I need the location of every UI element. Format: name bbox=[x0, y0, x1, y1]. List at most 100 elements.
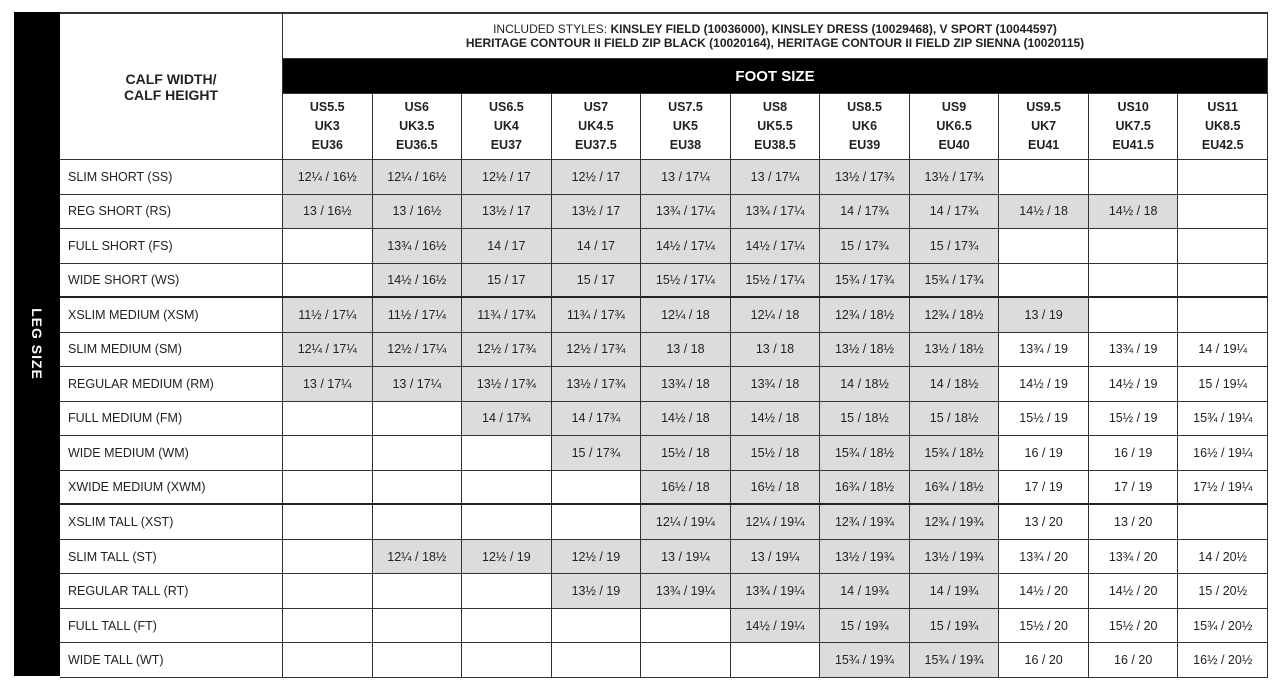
size-cell bbox=[1178, 298, 1268, 333]
column-header: US6 UK3.5 EU36.5 bbox=[372, 94, 463, 160]
size-cell: 12¼ / 18 bbox=[730, 298, 821, 333]
size-cell: 13½ / 19¾ bbox=[820, 539, 910, 575]
corner-line: CALF WIDTH/ bbox=[125, 70, 217, 87]
size-cell: 15½ / 20 bbox=[1088, 608, 1179, 644]
size-cell bbox=[372, 470, 463, 506]
size-cell: 13½ / 17¾ bbox=[551, 367, 642, 402]
size-cell bbox=[999, 263, 1089, 299]
size-cell: 13 / 17¼ bbox=[372, 367, 463, 402]
styles-line: HERITAGE CONTOUR II FIELD ZIP BLACK (100… bbox=[465, 36, 1085, 50]
size-cell: 14 / 19¼ bbox=[1178, 332, 1268, 368]
size-cell: 13¾ / 19¼ bbox=[641, 574, 731, 609]
size-cell: 13½ / 17¾ bbox=[462, 367, 552, 402]
size-cell: 13½ / 17 bbox=[462, 194, 552, 230]
size-cell bbox=[730, 643, 821, 678]
size-cell: 13 / 20 bbox=[1088, 505, 1179, 540]
size-cell bbox=[372, 505, 463, 540]
size-cell: 14 / 19¾ bbox=[909, 574, 1000, 609]
size-label: UK3.5 bbox=[399, 119, 435, 133]
size-cell: 13½ / 18½ bbox=[909, 332, 1000, 368]
size-cell: 12¼ / 19¼ bbox=[730, 505, 821, 540]
size-cell: 16¾ / 18½ bbox=[909, 470, 1000, 506]
size-cell bbox=[1088, 229, 1179, 264]
size-cell: 14½ / 18 bbox=[641, 401, 731, 437]
size-cell: 15¾ / 17¾ bbox=[909, 263, 1000, 299]
size-cell: 14 / 18½ bbox=[820, 367, 910, 402]
size-cell: 14½ / 18 bbox=[1088, 194, 1179, 230]
size-label: UK6.5 bbox=[936, 119, 972, 133]
size-cell: 13¾ / 19 bbox=[999, 332, 1089, 368]
size-label: UK7.5 bbox=[1115, 119, 1151, 133]
size-label: US7 bbox=[583, 100, 609, 114]
row-label: REGULAR TALL (RT) bbox=[60, 574, 283, 609]
size-cell: 14 / 17 bbox=[551, 229, 642, 264]
row-label: XSLIM TALL (XST) bbox=[60, 505, 283, 540]
size-cell bbox=[551, 470, 642, 506]
size-label: EU37.5 bbox=[575, 138, 617, 152]
size-cell: 13 / 19¼ bbox=[730, 539, 821, 575]
column-header: US6.5 UK4 EU37 bbox=[462, 94, 552, 160]
size-cell: 12¾ / 18½ bbox=[820, 298, 910, 333]
size-cell: 15 / 17¾ bbox=[909, 229, 1000, 264]
size-cell: 15 / 18½ bbox=[820, 401, 910, 437]
size-cell bbox=[551, 608, 642, 644]
row-label: FULL TALL (FT) bbox=[60, 608, 283, 644]
size-cell: 15½ / 17¼ bbox=[730, 263, 821, 299]
size-cell: 12½ / 17¼ bbox=[372, 332, 463, 368]
size-cell: 13½ / 17 bbox=[551, 194, 642, 230]
size-cell bbox=[283, 574, 373, 609]
column-header: US5.5 UK3 EU36 bbox=[283, 94, 373, 160]
size-cell: 14½ / 18 bbox=[730, 401, 821, 437]
size-cell: 15½ / 20 bbox=[999, 608, 1089, 644]
size-cell: 13¾ / 16½ bbox=[372, 229, 463, 264]
size-cell: 14 / 17 bbox=[462, 229, 552, 264]
size-cell: 15¾ / 19¾ bbox=[820, 643, 910, 678]
styles-label: INCLUDED STYLES: bbox=[493, 22, 608, 36]
size-cell: 12½ / 17¾ bbox=[551, 332, 642, 368]
size-cell: 15¾ / 20½ bbox=[1178, 608, 1268, 644]
corner-header: CALF WIDTH/CALF HEIGHT bbox=[60, 14, 283, 160]
row-label: FULL MEDIUM (FM) bbox=[60, 401, 283, 437]
size-cell: 12½ / 17 bbox=[462, 160, 552, 195]
size-cell: 15 / 19¾ bbox=[820, 608, 910, 644]
size-cell: 15 / 20½ bbox=[1178, 574, 1268, 609]
size-cell: 15 / 19¼ bbox=[1178, 367, 1268, 402]
row-label: WIDE SHORT (WS) bbox=[60, 263, 283, 299]
size-label: UK7 bbox=[1031, 119, 1057, 133]
size-label: UK8.5 bbox=[1205, 119, 1241, 133]
size-label: UK5.5 bbox=[757, 119, 793, 133]
size-cell: 11½ / 17¼ bbox=[372, 298, 463, 333]
size-cell: 12½ / 17¾ bbox=[462, 332, 552, 368]
side-bar: LEG SIZE bbox=[14, 12, 60, 676]
size-cell bbox=[1178, 505, 1268, 540]
size-label: EU41.5 bbox=[1112, 138, 1155, 152]
size-cell: 14½ / 19 bbox=[1088, 367, 1179, 402]
size-cell: 12¼ / 18½ bbox=[372, 539, 463, 575]
column-header: US7.5 UK5 EU38 bbox=[641, 94, 731, 160]
size-cell: 13 / 18 bbox=[641, 332, 731, 368]
size-cell: 13 / 19¼ bbox=[641, 539, 731, 575]
size-cell: 14 / 17¾ bbox=[820, 194, 910, 230]
size-label: US10 bbox=[1117, 100, 1149, 114]
size-label: EU42.5 bbox=[1201, 138, 1244, 152]
size-cell: 16¾ / 18½ bbox=[820, 470, 910, 506]
column-header: US11 UK8.5 EU42.5 bbox=[1178, 94, 1268, 160]
size-cell: 14½ / 20 bbox=[1088, 574, 1179, 609]
size-cell bbox=[283, 229, 373, 264]
size-cell: 15 / 18½ bbox=[909, 401, 1000, 437]
size-cell: 14 / 20½ bbox=[1178, 539, 1268, 575]
column-header: US8.5 UK6 EU39 bbox=[820, 94, 910, 160]
size-cell: 14 / 19¾ bbox=[820, 574, 910, 609]
size-cell: 15¾ / 17¾ bbox=[820, 263, 910, 299]
size-cell: 11½ / 17¼ bbox=[283, 298, 373, 333]
size-cell: 13¾ / 17¼ bbox=[641, 194, 731, 230]
group-header: FOOT SIZE bbox=[283, 59, 1268, 94]
size-cell: 15½ / 18 bbox=[641, 436, 731, 471]
size-cell: 14½ / 18 bbox=[999, 194, 1089, 230]
size-label: US8 bbox=[762, 100, 788, 114]
size-cell bbox=[551, 643, 642, 678]
size-label: US6.5 bbox=[488, 100, 524, 114]
size-cell bbox=[1178, 229, 1268, 264]
size-cell: 13¾ / 20 bbox=[999, 539, 1089, 575]
